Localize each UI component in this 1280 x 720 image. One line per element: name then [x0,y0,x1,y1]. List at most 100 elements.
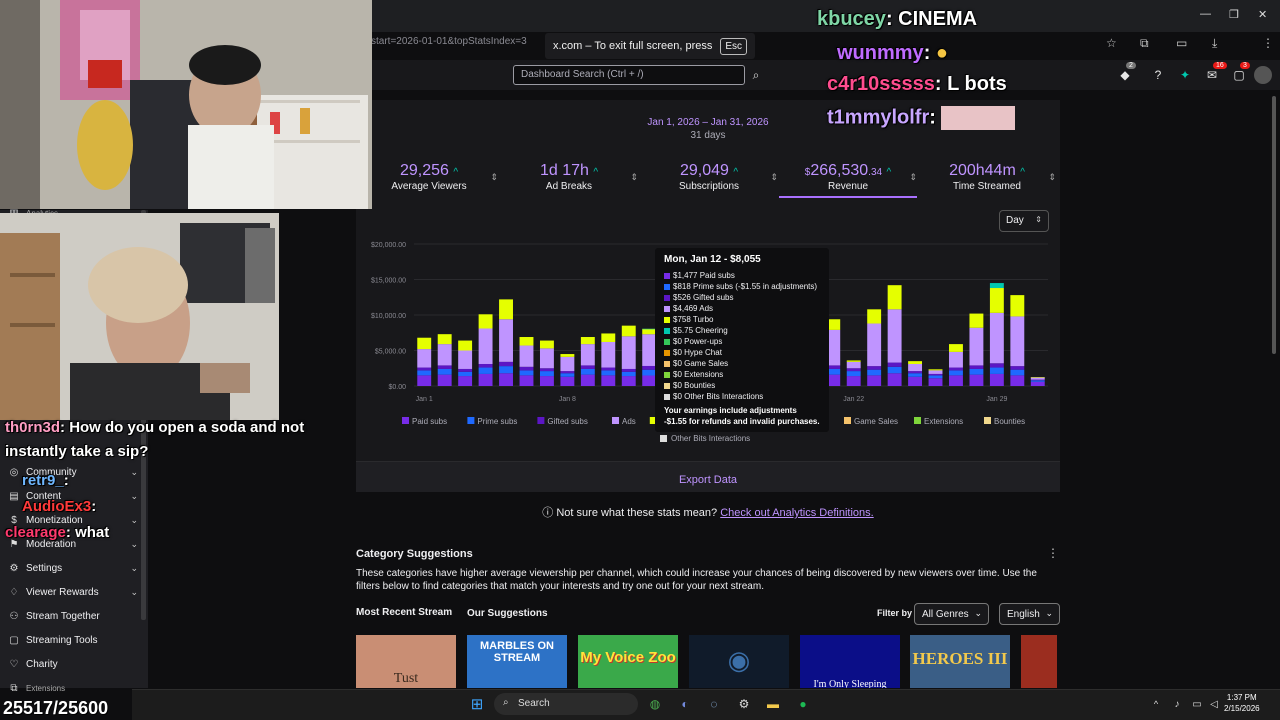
inbox-icon[interactable]: ✉ [1206,68,1218,82]
microphone-icon[interactable]: ♪ [1174,698,1180,710]
sort-icon[interactable]: ⇕ [909,172,917,182]
chart-bar-segment [867,309,882,324]
tooltip-row: $0 Other Bits Interactions [664,391,820,402]
search-icon[interactable]: ⌕ [752,67,760,82]
chat-username[interactable]: kbucey [817,8,886,30]
sidebar-item-community[interactable]: ◎ Community ⌄ [8,467,138,478]
language-filter-dropdown[interactable]: English ⌄ [999,603,1060,625]
extensions-puzzle-icon[interactable]: ⧉ [1140,36,1149,50]
genre-filter-dropdown[interactable]: All Genres ⌄ [914,603,989,625]
cast-icon[interactable]: ▭ [1176,36,1188,50]
sidebar-item-viewer-rewards[interactable]: ♢ Viewer Rewards ⌄ [8,587,138,598]
whispers-icon[interactable]: ▢ [1233,68,1245,82]
legend-item-other-bits[interactable]: Other Bits Interactions [660,434,750,443]
page-scrollbar[interactable] [1272,96,1276,354]
help-icon[interactable]: ? [1154,68,1162,82]
stat-time-streamed[interactable]: 200h44m ^ Time Streamed ⇕ [918,162,1056,198]
tooltip-swatch [664,338,670,345]
chat-username[interactable]: c4r10sssss [827,73,935,95]
sidebar-item-label: Stream Together [26,611,100,622]
tooltip-row-text: $0 Game Sales [673,359,729,368]
chevron-down-icon: ⌄ [130,587,138,597]
x-tick-label: Jan 8 [559,396,576,403]
sort-icon[interactable]: ⇕ [490,172,498,182]
chat-separator: : [934,73,948,95]
category-thumbnail[interactable] [1021,635,1057,688]
chart-bar-segment [621,336,636,369]
chart-bar-segment [621,376,636,386]
chart-bar-segment [642,328,657,335]
sidebar-item-settings[interactable]: ⚙ Settings ⌄ [8,563,138,574]
maximize-icon[interactable]: ❐ [1229,9,1239,21]
chat-username[interactable]: clearage [5,524,66,541]
sort-icon[interactable]: ⇕ [770,172,778,182]
stat-ad-breaks[interactable]: 1d 17h ^ Ad Breaks ⇕ [500,162,638,198]
stat-average-viewers[interactable]: 29,256 ^ Average Viewers ⇕ [360,162,498,198]
chart-bar-segment [580,337,595,345]
stat-revenue[interactable]: $266,530.34 ^ Revenue ⇕ [779,162,917,198]
chart-bar-segment [969,313,984,328]
export-data-button[interactable]: Export Data [356,461,1060,492]
download-icon[interactable]: ⤓ [1212,36,1218,50]
definitions-link[interactable]: Check out Analytics Definitions. [720,507,874,519]
category-thumbnail[interactable]: MARBLES ON STREAM [467,635,567,688]
chart-bar-segment [519,366,534,371]
thumb-caption: HEROES III [912,649,1008,668]
date-range[interactable]: Jan 1, 2026 – Jan 31, 2026 [647,117,769,128]
definitions-text: Not sure what these stats mean? [556,507,718,519]
category-thumbnail[interactable]: I'm Only Sleeping [800,635,900,688]
chart-bar-segment [1030,380,1045,382]
y-tick-label: $20,000.00 [371,242,406,249]
sidebar-item-charity[interactable]: ♡ Charity [8,659,138,670]
sort-icon[interactable]: ⇕ [630,172,638,182]
windows-start-icon[interactable]: ⊞ [470,696,484,713]
chart-bar-segment [478,314,493,329]
close-icon[interactable]: ✕ [1258,9,1268,21]
tab-most-recent-stream[interactable]: Most Recent Stream [356,607,453,618]
dashboard-search-input[interactable]: Dashboard Search (Ctrl + /) [513,65,745,85]
granularity-select[interactable]: Day ⇕ [999,210,1049,232]
category-thumbnail[interactable]: HEROES III [910,635,1010,688]
chat-username[interactable]: AudioEx3 [22,498,92,515]
folder-icon[interactable]: ▬ [767,697,779,711]
sidebar-item-monetization[interactable]: $ Monetization ⌄ [8,515,138,526]
chat-username[interactable]: th0rn3d [5,419,61,436]
app-icon[interactable]: ◌ [710,697,718,711]
spotify-icon[interactable]: ● [799,697,807,711]
chat-username[interactable]: t1mmylolfr [827,106,930,129]
notifications-icon[interactable]: ◆ [1120,68,1130,82]
chat-username[interactable]: retr9_ [22,472,64,489]
chrome-icon[interactable]: ◍ [649,697,661,711]
bookmark-star-icon[interactable]: ☆ [1106,36,1117,50]
sidebar-item-streaming-tools[interactable]: ▢ Streaming Tools [8,635,138,646]
sidebar-item-stream-together[interactable]: ⚇ Stream Together [8,611,138,622]
chart-bar-segment [601,370,616,376]
tray-chevron-icon[interactable]: ^ [1153,699,1159,709]
monetization-icon: $ [11,515,17,526]
chart-bar-segment [560,354,575,357]
category-thumbnail[interactable]: ◉ [689,635,789,688]
chat-username[interactable]: wunmmy [837,42,924,64]
whispers-badge: 3 [1240,62,1250,69]
tooltip-swatch [664,371,670,378]
sidebar-item-content[interactable]: ▤ Content ⌄ [8,491,138,502]
menu-dots-icon[interactable]: ⋮ [1262,36,1274,50]
avatar[interactable] [1254,66,1272,84]
minimize-icon[interactable]: — [1200,8,1211,20]
taskbar-search[interactable]: ⌕ Search [494,693,638,715]
volume-icon[interactable]: ◁ [1210,698,1218,710]
sidebar-item-moderation[interactable]: ⚑ Moderation ⌄ [8,539,138,550]
sort-icon[interactable]: ⇕ [1048,172,1056,182]
stat-subscriptions[interactable]: 29,049 ^ Subscriptions ⇕ [640,162,778,198]
settings-gear-icon[interactable]: ⚙ [738,697,750,711]
sidebar-item-extensions[interactable]: ⧉ Extensions [8,683,138,694]
discord-icon[interactable]: ◐ [681,697,689,711]
category-thumbnail[interactable]: Tust [356,635,456,688]
sidebar-item-label: Monetization [26,515,83,526]
network-icon[interactable]: ▭ [1192,698,1202,710]
category-thumbnail[interactable]: My Voice Zoo [578,635,678,688]
tab-our-suggestions[interactable]: Our Suggestions [467,608,548,619]
more-options-icon[interactable]: ⋮ [1047,546,1059,560]
clock[interactable]: 1:37 PM 2/15/2026 [1224,692,1260,714]
sparkle-icon[interactable]: ✦ [1179,68,1191,82]
